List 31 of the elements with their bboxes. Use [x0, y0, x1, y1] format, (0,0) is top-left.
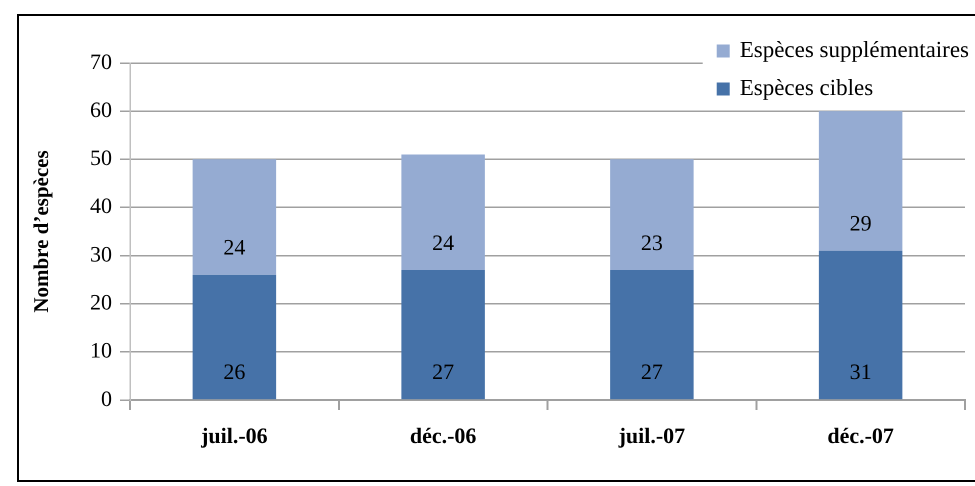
bar	[192, 274, 276, 400]
y-tick-label: 20	[90, 289, 112, 314]
bar	[401, 154, 485, 270]
data-label: 31	[850, 359, 872, 384]
bar	[818, 250, 902, 400]
data-label: 24	[432, 230, 454, 255]
legend-label: Espèces cibles	[740, 75, 874, 100]
data-label: 23	[640, 230, 663, 255]
y-tick-label: 0	[101, 386, 112, 411]
bar	[192, 159, 276, 275]
y-tick-label: 70	[90, 48, 112, 74]
data-label: 27	[432, 359, 454, 384]
y-tick-label: 30	[90, 241, 112, 266]
x-tick-label: juil.-06	[200, 422, 268, 448]
bar	[610, 270, 694, 400]
data-label: 27	[640, 359, 663, 384]
x-tick-label: déc.-07	[827, 422, 894, 448]
y-tick-label: 40	[90, 193, 112, 218]
x-tick-label: déc.-06	[410, 422, 476, 448]
data-label: 24	[223, 234, 246, 260]
y-axis-title: Nombre d’espèces	[29, 150, 54, 313]
bar	[401, 270, 485, 400]
x-tick-label: juil.-07	[618, 422, 686, 448]
y-tick-label: 60	[90, 96, 112, 122]
legend-label: Espèces supplémentaires	[740, 37, 970, 62]
y-tick-label: 10	[90, 338, 112, 363]
bar	[818, 111, 902, 251]
y-tick-label: 50	[90, 145, 112, 170]
data-label: 26	[223, 359, 246, 384]
data-label: 29	[850, 210, 872, 236]
bar	[610, 159, 694, 270]
